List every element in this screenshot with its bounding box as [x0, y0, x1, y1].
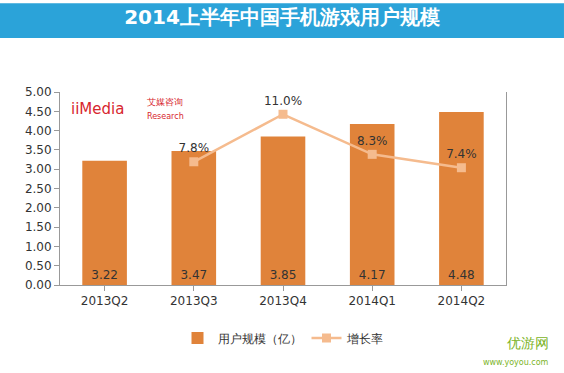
svg-text:3.22: 3.22	[91, 268, 118, 282]
svg-text:3.50: 3.50	[25, 143, 52, 157]
svg-text:2013Q2: 2013Q2	[81, 294, 129, 308]
svg-text:4.17: 4.17	[359, 268, 386, 282]
svg-text:0.00: 0.00	[25, 278, 52, 292]
svg-text:3.85: 3.85	[270, 268, 297, 282]
svg-text:Research: Research	[147, 112, 184, 121]
svg-text:5.00: 5.00	[25, 85, 52, 99]
svg-text:2.50: 2.50	[25, 182, 52, 196]
svg-text:www.yoyou.com: www.yoyou.com	[483, 358, 549, 367]
svg-text:3.47: 3.47	[180, 268, 207, 282]
svg-text:1.00: 1.00	[25, 240, 52, 254]
svg-text:2014Q1: 2014Q1	[348, 294, 396, 308]
svg-text:8.3%: 8.3%	[357, 134, 388, 148]
svg-text:2014上半年中国手机游戏用户规模: 2014上半年中国手机游戏用户规模	[124, 5, 440, 29]
svg-text:2013Q3: 2013Q3	[170, 294, 218, 308]
svg-text:2.00: 2.00	[25, 201, 52, 215]
svg-text:4.50: 4.50	[25, 105, 52, 119]
svg-text:艾媒咨询: 艾媒咨询	[147, 97, 183, 107]
svg-text:11.0%: 11.0%	[264, 94, 302, 108]
svg-text:用户规模（亿）: 用户规模（亿）	[218, 332, 302, 346]
svg-text:2014Q2: 2014Q2	[438, 294, 486, 308]
svg-text:2013Q4: 2013Q4	[259, 294, 307, 308]
svg-text:4.48: 4.48	[448, 268, 475, 282]
svg-text:7.4%: 7.4%	[446, 147, 477, 161]
svg-text:3.00: 3.00	[25, 162, 52, 176]
svg-text:增长率: 增长率	[346, 332, 383, 346]
svg-text:iiMedia: iiMedia	[71, 100, 124, 118]
svg-text:1.50: 1.50	[25, 220, 52, 234]
svg-text:优游网: 优游网	[507, 335, 549, 351]
svg-text:7.8%: 7.8%	[179, 141, 210, 155]
svg-text:4.00: 4.00	[25, 124, 52, 138]
svg-text:0.50: 0.50	[25, 259, 52, 273]
